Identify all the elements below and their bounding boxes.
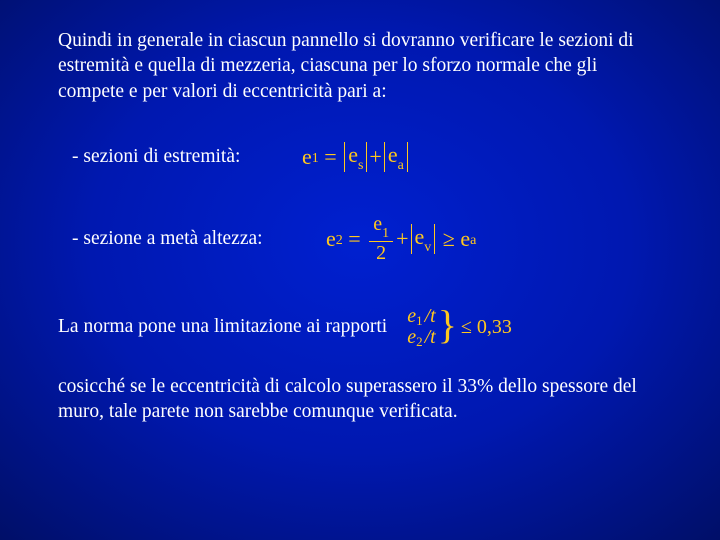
formula-2: e2 = e12+ev ≥ ea	[326, 214, 476, 264]
bullet-label-1: - sezioni di estremità:	[72, 146, 302, 168]
bullet-label-2: - sezione a metà altezza:	[72, 228, 326, 250]
intro-paragraph: Quindi in generale in ciascun pannello s…	[58, 28, 662, 104]
bullet-row-2: - sezione a metà altezza: e2 = e12+ev ≥ …	[58, 214, 662, 264]
slide-content: Quindi in generale in ciascun pannello s…	[0, 0, 720, 425]
formula-1: e1 = es+ea	[302, 142, 410, 172]
bullet-row-1: - sezioni di estremità: e1 = es+ea	[58, 142, 662, 172]
ratio-formula: e1/t e2/t } ≤ 0,33	[407, 306, 512, 348]
norma-row: La norma pone una limitazione ai rapport…	[58, 306, 662, 348]
closing-paragraph: cosicché se le eccentricità di calcolo s…	[58, 374, 662, 425]
norma-text: La norma pone una limitazione ai rapport…	[58, 316, 387, 338]
